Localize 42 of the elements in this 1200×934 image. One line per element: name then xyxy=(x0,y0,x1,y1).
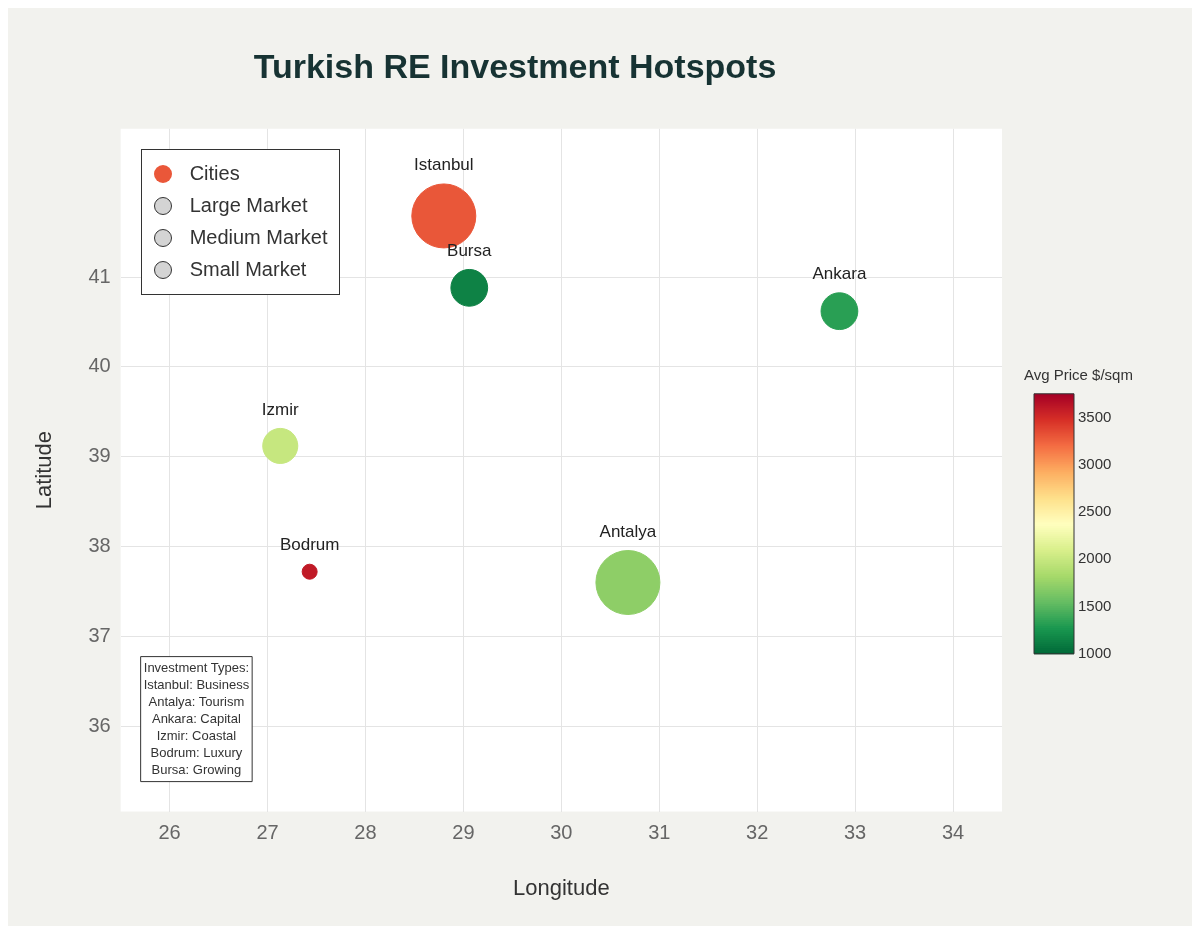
x-tick-label: 27 xyxy=(256,821,279,844)
annotation: Antalya xyxy=(599,521,657,541)
x-tick-label: 29 xyxy=(452,821,475,844)
color-bar-label: 1500 xyxy=(1078,596,1112,614)
x-tick-label: 31 xyxy=(648,821,671,844)
annotation: Antalya: Tourism xyxy=(148,693,245,709)
annotation: Investment Types: xyxy=(143,659,250,675)
x-axis-title: Longitude xyxy=(512,874,610,900)
annotation: Bursa: Growing xyxy=(151,761,242,777)
annotation: Istanbul: Business xyxy=(143,676,250,692)
x-tick-label: 28 xyxy=(354,821,377,844)
color-bar-label: 2500 xyxy=(1078,502,1112,520)
annotation: Istanbul xyxy=(414,155,474,175)
color-bar-label: 2000 xyxy=(1078,549,1112,567)
y-tick-label: 39 xyxy=(88,444,111,467)
legend-label: Cities xyxy=(189,162,240,186)
legend-label: Large Market xyxy=(189,194,308,218)
x-tick-label: 32 xyxy=(746,821,769,844)
annotation: Bodrum xyxy=(279,535,340,555)
x-tick-label: 34 xyxy=(941,821,965,844)
legend-label: Small Market xyxy=(189,258,307,282)
y-tick-label: 38 xyxy=(88,534,111,557)
x-tick-label: 33 xyxy=(843,821,867,844)
y-tick-label: 36 xyxy=(88,713,111,736)
x-tick-label: 26 xyxy=(158,821,181,844)
chart-title: Turkish RE Investment Hotspots xyxy=(253,46,777,85)
y-axis-title: Latitude xyxy=(31,431,57,510)
annotation: Bodrum: Luxury xyxy=(150,744,243,760)
annotation: Izmir: Coastal xyxy=(156,727,237,743)
color-bar-title: Avg Price $/sqm xyxy=(1024,366,1133,384)
annotation: Bursa xyxy=(447,240,493,260)
color-bar-label: 1000 xyxy=(1078,643,1112,661)
color-bar-label: 3500 xyxy=(1078,407,1112,425)
annotation: Ankara: Capital xyxy=(151,710,241,726)
y-tick-label: 40 xyxy=(88,354,111,377)
x-tick-label: 30 xyxy=(550,821,573,844)
color-bar-label: 3000 xyxy=(1078,454,1112,472)
annotation: Izmir xyxy=(261,399,300,419)
y-tick-label: 37 xyxy=(88,623,111,646)
annotation: Ankara xyxy=(812,263,867,283)
y-tick-label: 41 xyxy=(88,264,111,287)
legend-label: Medium Market xyxy=(189,226,328,250)
